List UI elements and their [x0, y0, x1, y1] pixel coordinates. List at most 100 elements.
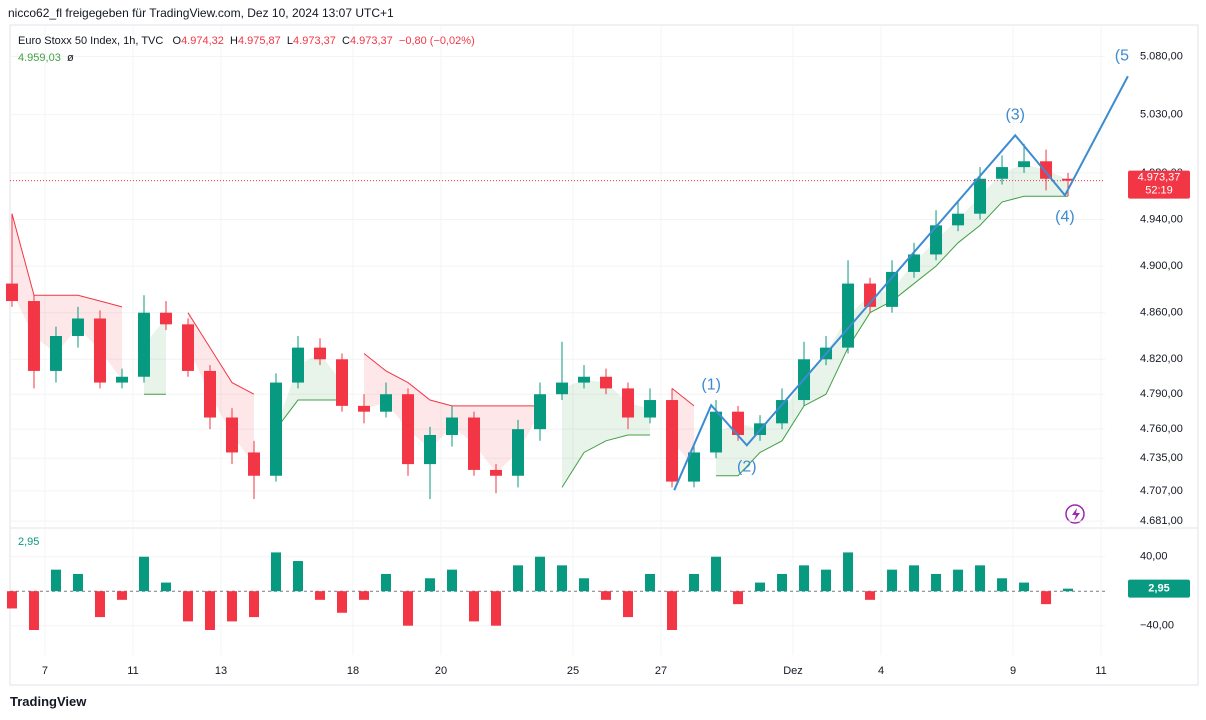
- value-tag: [1128, 579, 1190, 598]
- histogram-bar: [425, 578, 436, 592]
- histogram-bar: [645, 573, 656, 592]
- footer-logo: TradingView: [10, 694, 87, 709]
- candle-body: [490, 469, 503, 476]
- histogram-bar: [248, 591, 259, 618]
- x-tick-label: Dez: [783, 665, 803, 677]
- x-tick-label: 18: [347, 665, 359, 677]
- candle-body: [380, 394, 393, 412]
- histogram-bar: [292, 561, 303, 592]
- c-label: C: [342, 35, 350, 47]
- candle-body: [512, 429, 525, 476]
- candle-body: [908, 254, 921, 272]
- x-tick-label: 13: [215, 665, 227, 677]
- candle-body: [622, 388, 635, 418]
- histogram-bar: [403, 591, 414, 626]
- candle-body: [291, 347, 304, 383]
- histogram-bar: [204, 591, 215, 630]
- histogram-bar: [843, 552, 854, 592]
- indicator-legend: 4.959,03 ø: [18, 52, 74, 64]
- histogram-bar: [381, 573, 392, 592]
- y-tick-label: 5.030,00: [1140, 109, 1183, 121]
- x-tick-label: 7: [42, 665, 48, 677]
- alert-bolt: [1072, 508, 1080, 521]
- histogram-bar: [865, 591, 876, 600]
- histogram-bar: [94, 591, 105, 618]
- histogram-bar: [116, 591, 127, 600]
- candle-body: [776, 400, 789, 424]
- supertrend-fill: [562, 379, 651, 488]
- histogram-bar: [975, 565, 986, 592]
- wave-label: (4): [1055, 209, 1075, 226]
- frame: [9, 24, 1199, 686]
- candle-body: [269, 382, 282, 476]
- candle-body: [688, 452, 701, 482]
- histogram-bar: [358, 591, 369, 600]
- candle-body: [93, 318, 106, 383]
- h-value: 4.975,87: [237, 35, 281, 47]
- symbol: Euro Stoxx 50 Index, 1h, TVC: [18, 35, 164, 47]
- supertrend-line: [187, 312, 255, 395]
- price-tag: [1128, 170, 1190, 199]
- y-tick-label: −40,00: [1140, 620, 1174, 632]
- candle-body: [313, 347, 326, 360]
- alert-icon[interactable]: [1065, 504, 1085, 524]
- candle-body: [710, 411, 723, 453]
- change: −0,80 (−0,02%): [398, 35, 475, 47]
- y-tick-label: 4.681,00: [1140, 515, 1183, 527]
- histogram-bar: [314, 591, 325, 600]
- x-tick-label: 25: [567, 665, 579, 677]
- indicator-sign: ø: [66, 52, 74, 64]
- histogram-bar: [447, 569, 458, 592]
- y-tick-label: 40,00: [1140, 551, 1168, 563]
- histogram-bar: [1063, 588, 1074, 592]
- histogram-bar: [557, 565, 568, 592]
- histogram-bar: [6, 591, 17, 609]
- histogram-bar: [182, 591, 193, 622]
- wave-label: (5: [1115, 47, 1129, 64]
- histogram-bar: [226, 591, 237, 622]
- candle-body: [864, 283, 877, 307]
- candle-body: [1018, 161, 1031, 168]
- supertrend-line: [671, 388, 695, 407]
- l-label: L: [286, 35, 294, 47]
- y-tick-label: 4.900,00: [1140, 260, 1183, 272]
- candle-body: [446, 417, 459, 435]
- candle-body: [930, 225, 943, 255]
- histogram-bar: [755, 582, 766, 592]
- y-tick-label: 4.820,00: [1140, 353, 1183, 365]
- supertrend-line: [275, 399, 342, 430]
- legend: Euro Stoxx 50 Index, 1h, TVC O4.974,32 H…: [18, 35, 475, 47]
- histogram-bar: [160, 582, 171, 592]
- histogram-bar: [997, 578, 1008, 592]
- histogram-bar: [777, 573, 788, 592]
- y-tick-label: 4.940,00: [1140, 213, 1183, 225]
- price-tag-countdown: 52:19: [1145, 185, 1173, 197]
- histogram-bar: [909, 565, 920, 592]
- histogram-bar: [336, 591, 347, 613]
- histogram-bar: [953, 569, 964, 592]
- value-tag-label: 2,95: [1148, 583, 1169, 595]
- wave-line: [673, 75, 1129, 491]
- y-tick-label: 4.707,00: [1140, 485, 1183, 497]
- c-value: 4.973,37: [349, 35, 393, 47]
- y-tick-label: 4.860,00: [1140, 307, 1183, 319]
- l-value: 4.973,37: [293, 35, 336, 47]
- candle-body: [996, 167, 1009, 179]
- indicator-value: 4.959,03: [18, 52, 61, 64]
- histogram-bar: [138, 556, 149, 592]
- x-tick-label: 11: [127, 665, 138, 677]
- candle-body: [732, 411, 745, 435]
- wave-label: (1): [701, 376, 721, 393]
- histogram-bar: [270, 552, 281, 592]
- candle-body: [71, 318, 84, 336]
- supertrend-fill: [275, 353, 342, 430]
- histogram-bar: [711, 556, 722, 592]
- wave-label: (3): [1005, 107, 1025, 124]
- histogram-bar: [931, 573, 942, 592]
- candle-body: [181, 324, 194, 371]
- histogram-bar: [72, 573, 83, 592]
- candle-body: [247, 452, 260, 476]
- candle-body: [974, 178, 987, 214]
- histogram-bar: [535, 556, 546, 592]
- histogram-bar: [601, 591, 612, 600]
